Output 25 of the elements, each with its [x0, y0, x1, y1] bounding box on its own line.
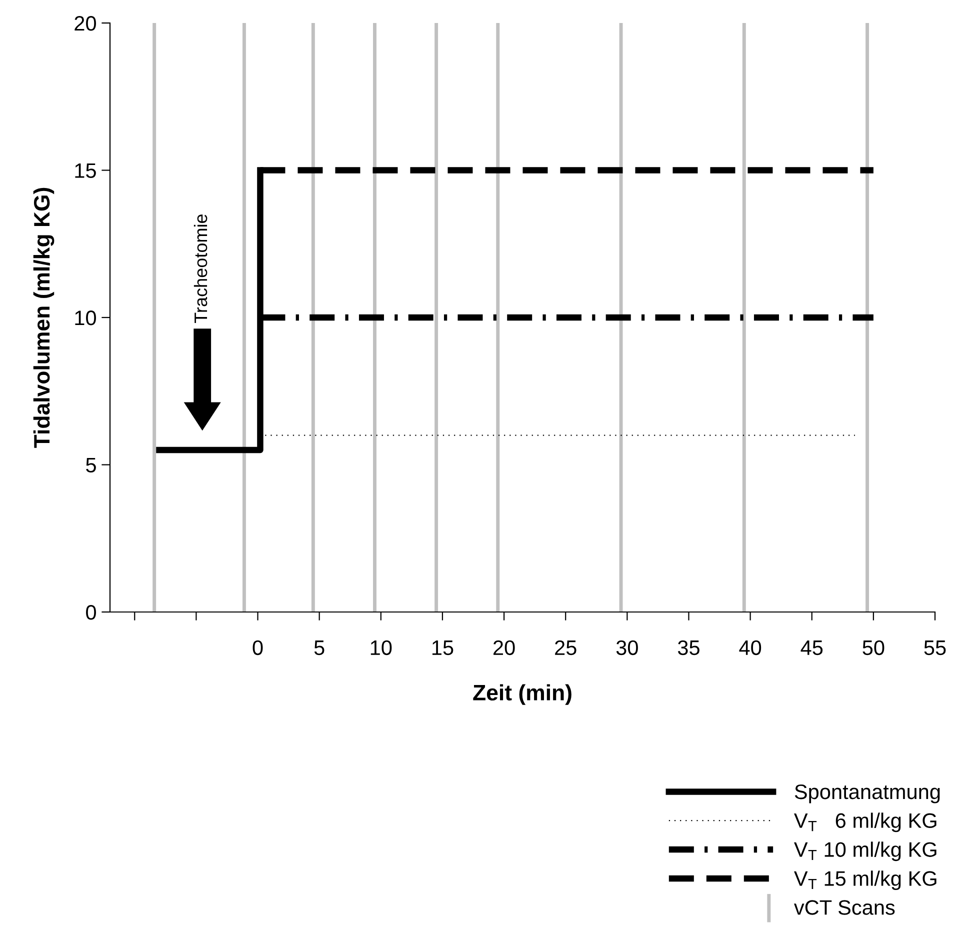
- annotation: Tracheotomie: [194, 214, 208, 323]
- x-axis-title: Zeit (min): [473, 684, 572, 705]
- y-tick-label: 5: [86, 458, 96, 473]
- x-tick-label: 20: [493, 640, 515, 656]
- legend-label: V$_{T}$ 15 ml/kg KG: [794, 870, 936, 890]
- x-tick-label: 10: [370, 640, 392, 656]
- x-tick-label: 35: [678, 640, 700, 656]
- y-tick-label: 0: [86, 605, 96, 620]
- text: V$_{T}$ 6 ml/kg KG: [794, 812, 936, 832]
- legend-label: vCT Scans: [794, 900, 895, 915]
- x-tick-label: 5: [314, 640, 324, 656]
- x-tick-label: 45: [800, 640, 823, 656]
- legend-label: V$_{T}$ 10 ml/kg KG: [794, 842, 936, 862]
- y-tick-label: 10: [75, 310, 96, 326]
- x-tick-label: 30: [616, 640, 638, 656]
- legend-label: Spontanatmung: [794, 784, 940, 804]
- x-tick-label: 25: [555, 640, 576, 656]
- x-tick-label: 55: [924, 640, 946, 656]
- y-tick-label: 20: [74, 16, 96, 31]
- x-tick-label: 15: [432, 640, 454, 656]
- y-axis-title: Tidalvolumen (ml/kg KG): [33, 188, 54, 448]
- x-tick-label: 0: [252, 640, 263, 656]
- x-tick-label: 50: [862, 640, 884, 656]
- y-tick-label: 15: [75, 163, 96, 178]
- x-tick-label: 40: [739, 640, 762, 656]
